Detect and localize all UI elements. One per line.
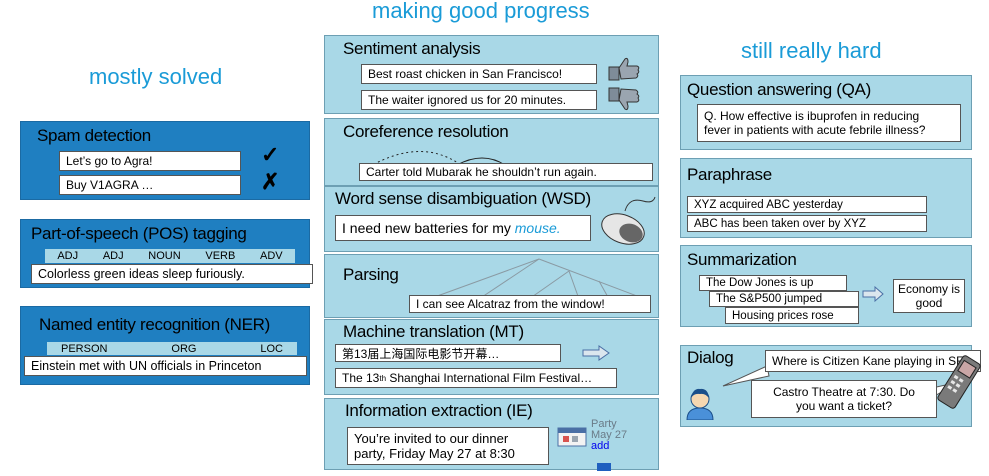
spam-detection-panel: Spam detection Let’s go to Agra! Buy V1A… bbox=[20, 121, 310, 200]
coreference-panel: Coreference resolution Carter told Mubar… bbox=[324, 118, 659, 186]
pos-sentence: Colorless green ideas sleep furiously. bbox=[31, 264, 313, 284]
person-icon bbox=[686, 388, 714, 420]
pos-tag: VERB bbox=[205, 250, 236, 262]
header-still-really-hard: still really hard bbox=[741, 38, 882, 63]
pos-tag: NOUN bbox=[148, 250, 181, 262]
mobile-phone-icon bbox=[937, 355, 981, 409]
spam-example-1: Let’s go to Agra! bbox=[59, 151, 241, 171]
computer-mouse-icon bbox=[601, 196, 656, 245]
dialog-answer-bubble: Castro Theatre at 7:30. Do you want a ti… bbox=[751, 380, 937, 418]
ie-title: Information extraction (IE) bbox=[345, 401, 533, 420]
wsd-example: I need new batteries for my mouse. bbox=[335, 215, 591, 241]
coreference-example: Carter told Mubarak he shouldn’t run aga… bbox=[359, 163, 653, 181]
summarization-title: Summarization bbox=[687, 250, 797, 269]
mt-target-text-rest: Shanghai International Film Festival… bbox=[386, 371, 593, 385]
spam-example-2: Buy V1AGRA … bbox=[59, 175, 241, 195]
wsd-title: Word sense disambiguation (WSD) bbox=[335, 189, 591, 208]
ie-panel: Information extraction (IE) You’re invit… bbox=[324, 398, 659, 471]
ie-example-line2: party, Friday May 27 at 8:30 bbox=[354, 446, 515, 461]
spam-detection-title: Spam detection bbox=[37, 126, 151, 145]
dialog-title: Dialog bbox=[687, 348, 734, 367]
wsd-panel: Word sense disambiguation (WSD) I need n… bbox=[324, 186, 659, 252]
calendar-icon bbox=[557, 427, 587, 447]
header-making-good-progress: making good progress bbox=[372, 0, 590, 23]
coreference-title: Coreference resolution bbox=[343, 122, 509, 141]
mt-title: Machine translation (MT) bbox=[343, 322, 524, 341]
coreference-arcs bbox=[368, 151, 506, 168]
calendar-event-name: Party bbox=[591, 418, 617, 430]
sentiment-title: Sentiment analysis bbox=[343, 39, 481, 58]
dialog-answer-line1: Castro Theatre at 7:30. Do bbox=[773, 385, 915, 399]
dialog-answer-line2: you want a ticket? bbox=[795, 399, 893, 413]
summary-output-line1: Economy is bbox=[897, 282, 961, 296]
ner-title: Named entity recognition (NER) bbox=[39, 315, 270, 334]
parsing-example: I can see Alcatraz from the window! bbox=[409, 295, 651, 313]
wsd-example-word: mouse. bbox=[514, 220, 561, 236]
qa-question-line1: Q. How effective is ibuprofen in reducin… bbox=[704, 109, 920, 123]
dialog-panel: Dialog Where is Citizen Kane playing in … bbox=[680, 345, 981, 427]
ner-tag: PERSON bbox=[61, 342, 108, 355]
paraphrase-example-2: ABC has been taken over by XYZ bbox=[687, 215, 927, 232]
calendar-entry: Party May 27 add bbox=[591, 419, 627, 452]
ner-sentence: Einstein met with UN officials in Prince… bbox=[24, 356, 307, 376]
qa-panel: Question answering (QA) Q. How effective… bbox=[680, 75, 972, 150]
paraphrase-title: Paraphrase bbox=[687, 165, 772, 184]
mt-target-text: The 13 bbox=[342, 371, 380, 385]
summary-input-2: The S&P500 jumped bbox=[709, 291, 859, 307]
blue-marker bbox=[597, 463, 611, 471]
summary-output-line2: good bbox=[915, 296, 943, 310]
sentiment-example-2: The waiter ignored us for 20 minutes. bbox=[361, 90, 597, 110]
pos-tags-row: ADJ ADJ NOUN VERB ADV bbox=[45, 249, 295, 263]
dialog-question-bubble: Where is Citizen Kane playing in SF? bbox=[765, 350, 981, 372]
ner-tag: LOC bbox=[260, 342, 283, 355]
pos-tag: ADV bbox=[260, 250, 283, 262]
cross-icon: ✗ bbox=[261, 169, 280, 194]
parsing-panel: Parsing I can see Alcatraz from the wind… bbox=[324, 254, 659, 318]
mt-panel: Machine translation (MT) 第13届上海国际电影节开幕… … bbox=[324, 319, 659, 395]
mt-target-sup: th bbox=[379, 373, 387, 383]
calendar-event-date: May 27 bbox=[591, 429, 628, 441]
summary-input-1: The Dow Jones is up bbox=[699, 275, 847, 291]
wsd-example-text: I need new batteries for my bbox=[342, 220, 515, 236]
qa-title: Question answering (QA) bbox=[687, 80, 871, 99]
ner-tag: ORG bbox=[171, 342, 197, 355]
paraphrase-example-1: XYZ acquired ABC yesterday bbox=[687, 196, 927, 213]
pos-tag: ADJ bbox=[102, 250, 124, 262]
header-mostly-solved: mostly solved bbox=[89, 64, 223, 89]
sentiment-example-1: Best roast chicken in San Francisco! bbox=[361, 64, 597, 84]
thumbs-down-icon bbox=[608, 87, 640, 111]
ie-example-line1: You’re invited to our dinner bbox=[354, 431, 509, 446]
summarization-panel: Summarization The Dow Jones is up The S&… bbox=[680, 245, 972, 327]
pos-tag: ADJ bbox=[57, 250, 79, 262]
arrow-right-icon bbox=[862, 286, 884, 302]
ner-panel: Named entity recognition (NER) PERSON OR… bbox=[20, 306, 310, 385]
paraphrase-panel: Paraphrase XYZ acquired ABC yesterday AB… bbox=[680, 158, 972, 238]
parsing-title: Parsing bbox=[343, 265, 399, 284]
pos-tagging-panel: Part-of-speech (POS) tagging ADJ ADJ NOU… bbox=[20, 219, 313, 288]
summary-input-3: Housing prices rose bbox=[725, 307, 859, 324]
summary-output: Economy is good bbox=[893, 279, 965, 313]
mt-source: 第13届上海国际电影节开幕… bbox=[335, 344, 561, 362]
checkmark-icon: ✓ bbox=[261, 142, 280, 167]
pos-tagging-title: Part-of-speech (POS) tagging bbox=[31, 224, 247, 243]
qa-question: Q. How effective is ibuprofen in reducin… bbox=[697, 104, 961, 142]
ner-tags-row: PERSON ORG LOC bbox=[47, 342, 297, 355]
ie-example: You’re invited to our dinner party, Frid… bbox=[347, 427, 549, 465]
calendar-add-link[interactable]: add bbox=[591, 440, 610, 452]
arrow-right-icon bbox=[582, 345, 610, 361]
qa-question-line2: fever in patients with acute febrile ill… bbox=[704, 123, 926, 137]
sentiment-panel: Sentiment analysis Best roast chicken in… bbox=[324, 35, 659, 114]
thumbs-up-icon bbox=[608, 57, 640, 81]
parse-tree-lines bbox=[428, 258, 646, 300]
